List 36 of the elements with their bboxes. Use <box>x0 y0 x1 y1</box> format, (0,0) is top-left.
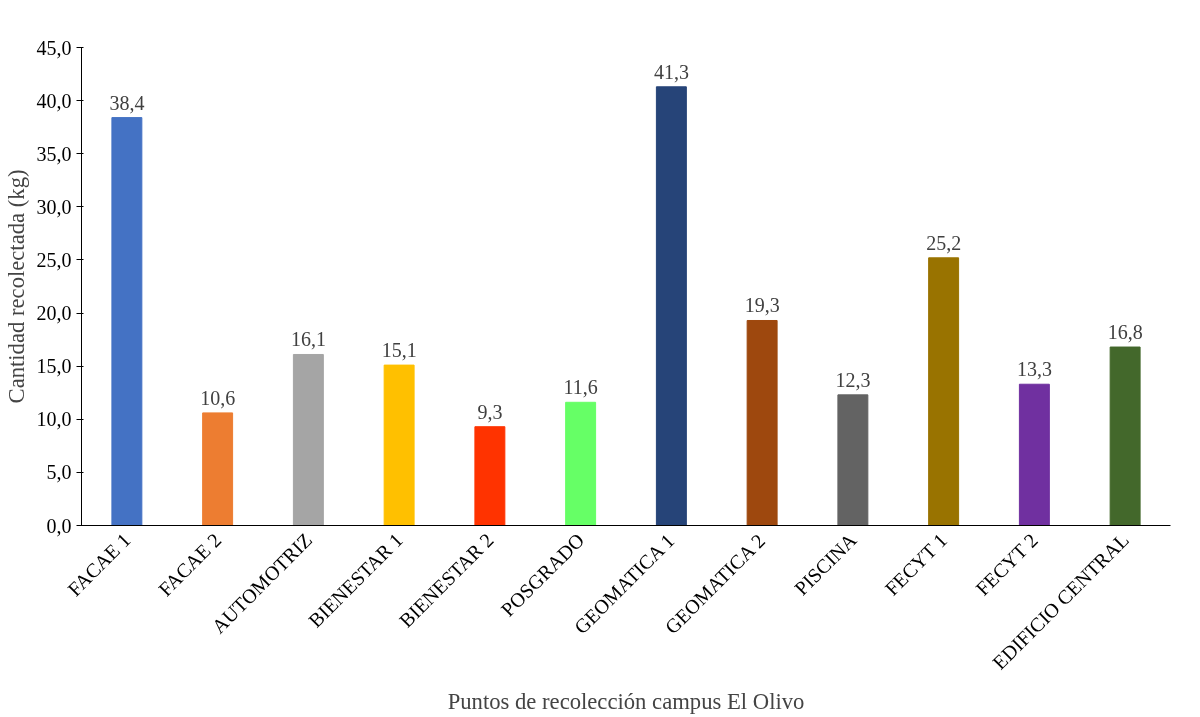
y-tick-label: 25,0 <box>36 248 72 271</box>
data-label: 15,1 <box>381 339 417 362</box>
y-tick-label: 35,0 <box>36 142 72 165</box>
data-label: 12,3 <box>835 368 871 391</box>
data-label: 16,8 <box>1107 321 1143 344</box>
y-tick-label: 10,0 <box>36 408 72 431</box>
data-label: 10,6 <box>200 386 236 409</box>
data-label: 13,3 <box>1016 358 1052 381</box>
y-axis-title: Cantidad recolectada (kg) <box>3 169 29 404</box>
bar <box>655 86 687 526</box>
bar <box>383 364 415 526</box>
data-label: 25,2 <box>926 231 962 254</box>
data-label: 16,1 <box>290 328 326 351</box>
y-tick-label: 5,0 <box>46 461 72 484</box>
bar <box>928 257 960 526</box>
data-label: 19,3 <box>744 294 780 317</box>
bar <box>746 319 778 526</box>
data-label: 11,6 <box>563 376 598 399</box>
y-tick-label: 0,0 <box>46 514 72 537</box>
bar <box>111 117 143 526</box>
data-label: 41,3 <box>653 60 689 83</box>
bar <box>202 412 234 526</box>
y-tick-label: 40,0 <box>36 89 72 112</box>
bar <box>292 353 324 526</box>
x-axis-title: Puntos de recolección campus El Olivo <box>447 689 805 715</box>
y-tick-label: 20,0 <box>36 302 72 325</box>
bar <box>1109 346 1141 526</box>
bar <box>1018 383 1050 526</box>
bar <box>474 426 506 526</box>
data-label: 9,3 <box>477 400 503 423</box>
bar <box>837 394 869 526</box>
data-label: 38,4 <box>109 91 145 114</box>
bar <box>565 401 597 526</box>
y-tick-label: 15,0 <box>36 355 72 378</box>
y-tick-label: 30,0 <box>36 195 72 218</box>
y-tick-label: 45,0 <box>36 36 72 59</box>
